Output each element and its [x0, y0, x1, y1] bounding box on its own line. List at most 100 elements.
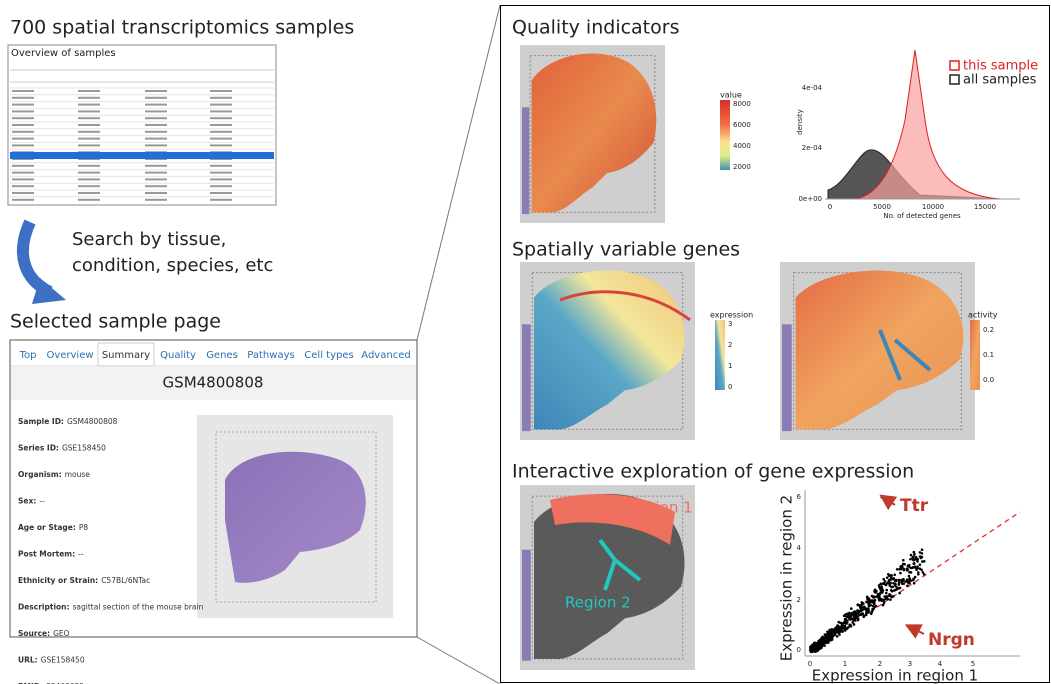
cell-text — [12, 124, 34, 126]
y-label: Expression in region 2 — [778, 495, 796, 661]
point — [899, 572, 902, 575]
point — [851, 617, 854, 620]
colorbar-title: expression — [710, 311, 753, 320]
colorbar-title: activity — [968, 311, 998, 320]
point — [921, 556, 924, 559]
point — [844, 629, 847, 632]
cell-text — [210, 192, 232, 194]
field: Series ID:GSE158450 — [18, 444, 106, 453]
cell-text — [145, 199, 167, 201]
field: Ethnicity or Strain:C57BL/6NTac — [18, 576, 150, 585]
point — [869, 604, 872, 607]
point — [826, 630, 829, 633]
point — [900, 565, 903, 568]
cell-text — [78, 192, 100, 194]
tab[interactable]: Overview — [46, 350, 93, 361]
point — [813, 646, 816, 649]
cell-text — [210, 110, 232, 112]
tab[interactable]: Cell types — [304, 350, 353, 361]
point — [906, 624, 909, 627]
cell-text — [78, 104, 100, 106]
legend-label: this sample — [963, 59, 1038, 74]
point — [847, 613, 850, 616]
point — [911, 566, 914, 569]
point — [879, 597, 882, 600]
point — [836, 631, 839, 634]
point — [820, 642, 823, 645]
cell-text — [145, 178, 167, 180]
heading: 700 spatial transcriptomics samples — [10, 17, 354, 39]
point — [870, 612, 873, 615]
field-label: URL: — [18, 656, 38, 665]
point — [898, 579, 901, 582]
cell-text — [145, 165, 167, 167]
field-value: -- — [39, 497, 45, 506]
cell-text — [210, 165, 232, 167]
tab[interactable]: Summary — [102, 350, 150, 361]
point — [898, 592, 901, 595]
points — [809, 548, 925, 653]
point — [920, 568, 923, 571]
y-label: density — [796, 109, 804, 135]
point — [890, 574, 893, 577]
field: Sex:-- — [18, 497, 45, 506]
point — [899, 587, 902, 590]
tab[interactable]: Pathways — [247, 350, 294, 361]
point — [910, 571, 913, 574]
point — [895, 579, 898, 582]
frame-edge — [522, 550, 531, 661]
point — [860, 610, 863, 613]
y-tick: 6 — [797, 493, 802, 501]
x-tick: 15000 — [974, 203, 996, 211]
cell-text — [210, 124, 232, 126]
cell-text — [210, 90, 232, 92]
cell-text — [12, 97, 34, 99]
point — [831, 636, 834, 639]
point — [919, 563, 922, 566]
annotation-arrow — [912, 628, 924, 634]
colorbar-tick: 3 — [728, 320, 732, 328]
point — [852, 613, 855, 616]
point — [885, 583, 888, 586]
frame-edge — [782, 324, 792, 431]
colorbar-tick: 1 — [728, 362, 732, 370]
cell-text — [145, 97, 167, 99]
point — [809, 646, 812, 649]
point — [917, 573, 920, 576]
point — [882, 578, 885, 581]
field-value: C57BL/6NTac — [101, 576, 150, 585]
point — [831, 631, 834, 634]
cell-text — [145, 192, 167, 194]
field-label: Post Mortem: — [18, 550, 75, 559]
cell-text — [210, 131, 232, 133]
x-label: Expression in region 1 — [812, 667, 978, 684]
point — [907, 580, 910, 583]
field-label: Sex: — [18, 497, 36, 506]
tab[interactable]: Advanced — [361, 350, 410, 361]
point — [859, 613, 862, 616]
x-tick: 0 — [828, 203, 832, 211]
tab[interactable]: Top — [19, 350, 37, 361]
region-label: Region 2 — [565, 594, 631, 612]
point — [889, 598, 892, 601]
field-value: GSM4800808 — [67, 417, 118, 426]
search-note: condition, species, etc — [72, 255, 273, 276]
point — [914, 567, 917, 570]
field-value: GSE158450 — [62, 444, 106, 453]
point — [874, 591, 877, 594]
point — [873, 596, 876, 599]
point — [908, 575, 911, 578]
point — [843, 614, 846, 617]
colorbar-tick: 0 — [728, 383, 732, 391]
point — [871, 609, 874, 612]
point — [891, 590, 894, 593]
tab[interactable]: Genes — [206, 350, 238, 361]
point — [893, 573, 896, 576]
point — [815, 650, 818, 653]
field-label: Series ID: — [18, 444, 59, 453]
flow-arrow — [23, 222, 50, 292]
cell-text — [12, 131, 34, 133]
point — [921, 548, 924, 551]
colorbar — [720, 100, 730, 170]
tab[interactable]: Quality — [160, 350, 196, 361]
